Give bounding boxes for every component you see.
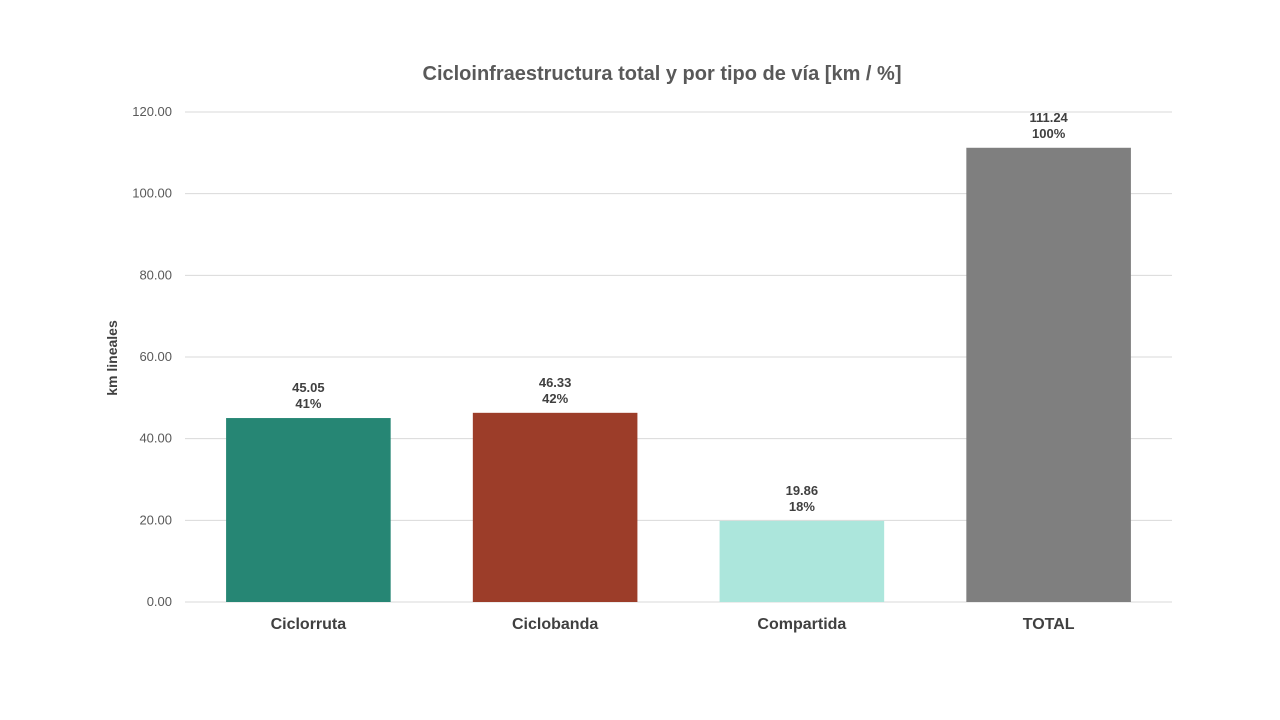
x-tick-label: TOTAL [1023, 616, 1075, 633]
y-axis-ticks: 0.00 20.00 40.00 60.00 80.00 100.00 120.00 [132, 104, 172, 609]
data-label-percent: 100% [1032, 126, 1066, 141]
y-tick-label: 80.00 [139, 267, 172, 282]
x-tick-label: Compartida [757, 616, 846, 633]
y-tick-label: 0.00 [147, 594, 172, 609]
data-label-value: 19.86 [786, 483, 819, 498]
data-label-percent: 18% [789, 499, 815, 514]
bar-ciclorruta [226, 418, 391, 602]
chart-title: Cicloinfraestructura total y por tipo de… [423, 63, 902, 85]
bar-ciclobanda [472, 412, 638, 602]
x-tick-label: Ciclobanda [512, 616, 598, 633]
y-tick-label: 60.00 [139, 349, 172, 364]
y-tick-label: 40.00 [139, 431, 172, 446]
y-tick-label: 120.00 [132, 104, 172, 119]
y-tick-label: 20.00 [139, 512, 172, 527]
data-label-percent: 41% [295, 396, 321, 411]
y-tick-label: 100.00 [132, 186, 172, 201]
data-label-value: 45.05 [292, 380, 325, 395]
bar-compartida [719, 520, 885, 602]
data-label-percent: 42% [542, 391, 568, 406]
x-tick-label: Ciclorruta [271, 616, 347, 633]
data-label-value: 111.24 [1029, 110, 1068, 125]
y-axis-label: km lineales [104, 320, 120, 396]
x-axis-ticks: Ciclorruta Ciclobanda Compartida TOTAL [271, 616, 1075, 633]
bar-total [966, 147, 1131, 602]
bars [226, 147, 1131, 602]
data-label-value: 46.33 [539, 375, 572, 390]
